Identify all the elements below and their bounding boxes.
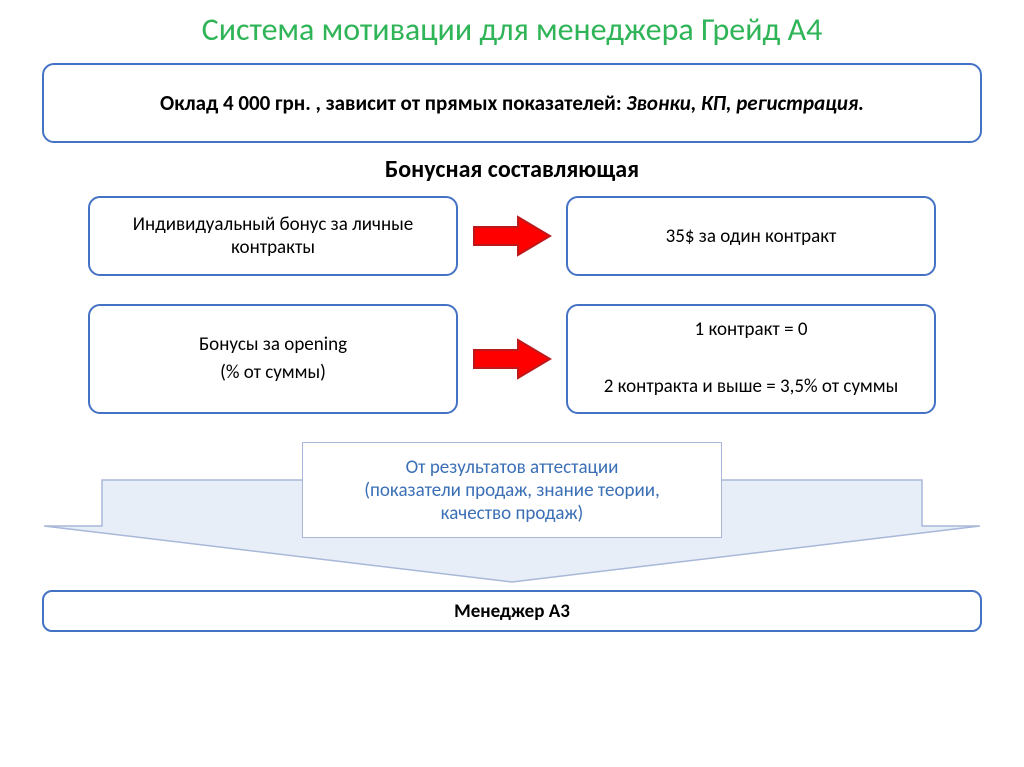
arrow-1 <box>464 215 560 257</box>
contract-rate-box: 35$ за один контракт <box>566 196 936 276</box>
bonus-row-1: Индивидуальный бонус за личные контракты… <box>40 196 984 276</box>
arrow-2 <box>464 338 560 380</box>
certif-line-1: От результатов аттестации <box>364 456 660 479</box>
individual-bonus-box: Индивидуальный бонус за личные контракты <box>88 196 458 276</box>
opening-line-2: (% от суммы) <box>199 359 347 388</box>
right-arrow-icon <box>472 338 552 380</box>
certification-box: От результатов аттестации (показатели пр… <box>302 442 722 538</box>
salary-box: Оклад 4 000 грн. , зависит от прямых пок… <box>42 63 982 143</box>
opening-rate-2: 2 контракта и выше = 3,5% от суммы <box>604 373 899 402</box>
right-arrow-icon <box>472 215 552 257</box>
page-title: Система мотивации для менеджера Грейд А4 <box>40 10 984 49</box>
certif-line-2: (показатели продаж, знание теории, <box>364 479 660 502</box>
opening-bonus-box: Бонусы за opening (% от суммы) <box>88 304 458 414</box>
final-grade-box: Менеджер А3 <box>42 590 982 632</box>
salary-italic: Звонки, КП, регистрация. <box>626 90 864 116</box>
opening-rate-1: 1 контракт = 0 <box>604 316 899 345</box>
bonus-row-2: Бонусы за opening (% от суммы) 1 контрак… <box>40 304 984 414</box>
certification-section: От результатов аттестации (показатели пр… <box>42 442 982 632</box>
certif-line-3: качество продаж) <box>364 502 660 525</box>
salary-prefix: Оклад 4 000 грн. , зависит от прямых пок… <box>160 90 626 116</box>
opening-rates-box: 1 контракт = 0 2 контракта и выше = 3,5%… <box>566 304 936 414</box>
opening-line-1: Бонусы за opening <box>199 331 347 360</box>
bonus-subtitle: Бонусная составляющая <box>40 155 984 184</box>
